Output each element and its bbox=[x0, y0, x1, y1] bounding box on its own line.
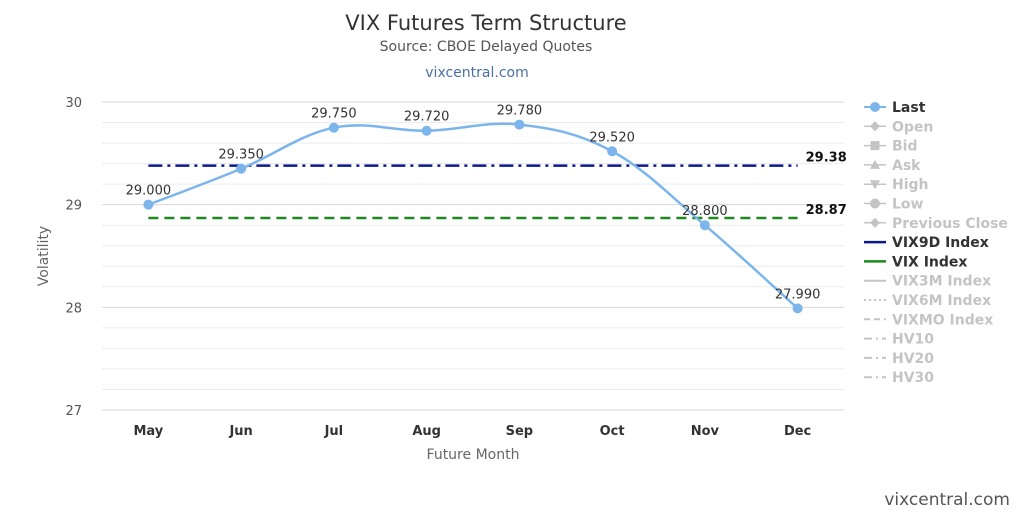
legend-marker bbox=[870, 198, 880, 209]
data-point[interactable] bbox=[328, 122, 339, 133]
chart-title: VIX Futures Term Structure bbox=[345, 11, 626, 35]
legend-label: Previous Close bbox=[892, 216, 1008, 232]
data-point[interactable] bbox=[514, 119, 525, 130]
x-tick-label: May bbox=[133, 424, 163, 439]
legend-label: Low bbox=[892, 197, 924, 213]
data-label: 28.800 bbox=[682, 204, 728, 219]
legend-label: Bid bbox=[892, 139, 918, 155]
data-point[interactable] bbox=[236, 163, 247, 174]
legend-label: VIX9D Index bbox=[892, 235, 989, 251]
data-label: 27.990 bbox=[775, 287, 821, 302]
legend: Last Open Bid Ask High Low Previous Close VIX9D… bbox=[864, 100, 1008, 386]
legend-item[interactable]: HV10 bbox=[864, 332, 934, 348]
legend-item[interactable]: Previous Close bbox=[864, 216, 1008, 232]
legend-label: Last bbox=[892, 100, 926, 116]
watermark: vixcentral.com bbox=[884, 490, 1010, 510]
x-tick-label: Sep bbox=[506, 424, 534, 439]
x-tick-label: Aug bbox=[412, 424, 441, 439]
legend-item[interactable]: VIXMO Index bbox=[864, 312, 993, 328]
y-tick-label: 28 bbox=[65, 301, 82, 316]
legend-label: HV10 bbox=[892, 332, 934, 348]
data-label: 29.780 bbox=[497, 104, 543, 119]
legend-item[interactable]: VIX Index bbox=[864, 254, 967, 270]
x-tick-label: Jun bbox=[228, 424, 252, 439]
legend-item[interactable]: Low bbox=[864, 197, 924, 213]
series-last: 29.000 29.350 29.750 29.720 29.780 29.520 28.8… bbox=[126, 104, 821, 314]
x-tick-label: Jul bbox=[324, 424, 344, 439]
data-point[interactable] bbox=[792, 303, 803, 314]
data-point[interactable] bbox=[607, 146, 618, 157]
x-tick-label: Nov bbox=[691, 424, 720, 439]
legend-marker bbox=[870, 102, 880, 112]
y-axis-ticks: 27 28 29 30 bbox=[65, 96, 82, 419]
x-axis-ticks: May Jun Jul Aug Sep Oct Nov Dec bbox=[133, 424, 811, 439]
data-label: 29.350 bbox=[218, 148, 264, 163]
x-axis-title: Future Month bbox=[427, 447, 520, 463]
x-tick-label: Dec bbox=[784, 424, 811, 439]
legend-marker bbox=[870, 217, 880, 228]
legend-item[interactable]: High bbox=[864, 177, 929, 193]
legend-label: High bbox=[892, 177, 929, 193]
legend-label: VIX3M Index bbox=[892, 274, 991, 290]
legend-item[interactable]: Last bbox=[864, 100, 926, 116]
legend-item[interactable]: Ask bbox=[864, 158, 921, 174]
data-label: 29.720 bbox=[404, 110, 450, 125]
data-label: 29.750 bbox=[311, 107, 357, 122]
legend-marker bbox=[870, 121, 880, 132]
data-label: 29.520 bbox=[589, 130, 635, 145]
legend-label: Ask bbox=[892, 158, 921, 174]
legend-label: Open bbox=[892, 119, 933, 135]
legend-marker bbox=[870, 159, 880, 169]
legend-item[interactable]: VIX6M Index bbox=[864, 293, 991, 309]
y-tick-label: 27 bbox=[65, 404, 82, 419]
y-axis-title: Volatility bbox=[36, 226, 52, 286]
data-point[interactable] bbox=[699, 220, 710, 231]
reference-line-label: 28.87 bbox=[806, 203, 847, 218]
legend-item[interactable]: Open bbox=[864, 119, 933, 135]
reference-line-label: 29.38 bbox=[806, 151, 847, 166]
legend-label: VIX6M Index bbox=[892, 293, 991, 309]
grid-lines bbox=[102, 101, 844, 411]
legend-label: HV20 bbox=[892, 351, 934, 367]
reference-lines: 29.38 28.87 bbox=[148, 151, 847, 220]
source-link[interactable]: vixcentral.com bbox=[425, 65, 528, 81]
legend-item[interactable]: Bid bbox=[864, 139, 918, 155]
legend-marker bbox=[870, 180, 880, 190]
chart-subtitle: Source: CBOE Delayed Quotes bbox=[380, 39, 593, 55]
x-tick-label: Oct bbox=[600, 424, 625, 439]
data-point[interactable] bbox=[143, 199, 154, 210]
legend-label: VIXMO Index bbox=[892, 312, 993, 328]
data-point[interactable] bbox=[421, 125, 432, 136]
legend-label: VIX Index bbox=[892, 254, 967, 270]
legend-item[interactable]: HV30 bbox=[864, 370, 934, 386]
data-label: 29.000 bbox=[126, 184, 172, 199]
legend-label: HV30 bbox=[892, 370, 934, 386]
y-tick-label: 30 bbox=[65, 96, 82, 111]
legend-marker bbox=[870, 141, 880, 151]
legend-item[interactable]: VIX9D Index bbox=[864, 235, 989, 251]
legend-item[interactable]: HV20 bbox=[864, 351, 934, 367]
legend-item[interactable]: VIX3M Index bbox=[864, 274, 991, 290]
y-tick-label: 29 bbox=[65, 199, 82, 214]
